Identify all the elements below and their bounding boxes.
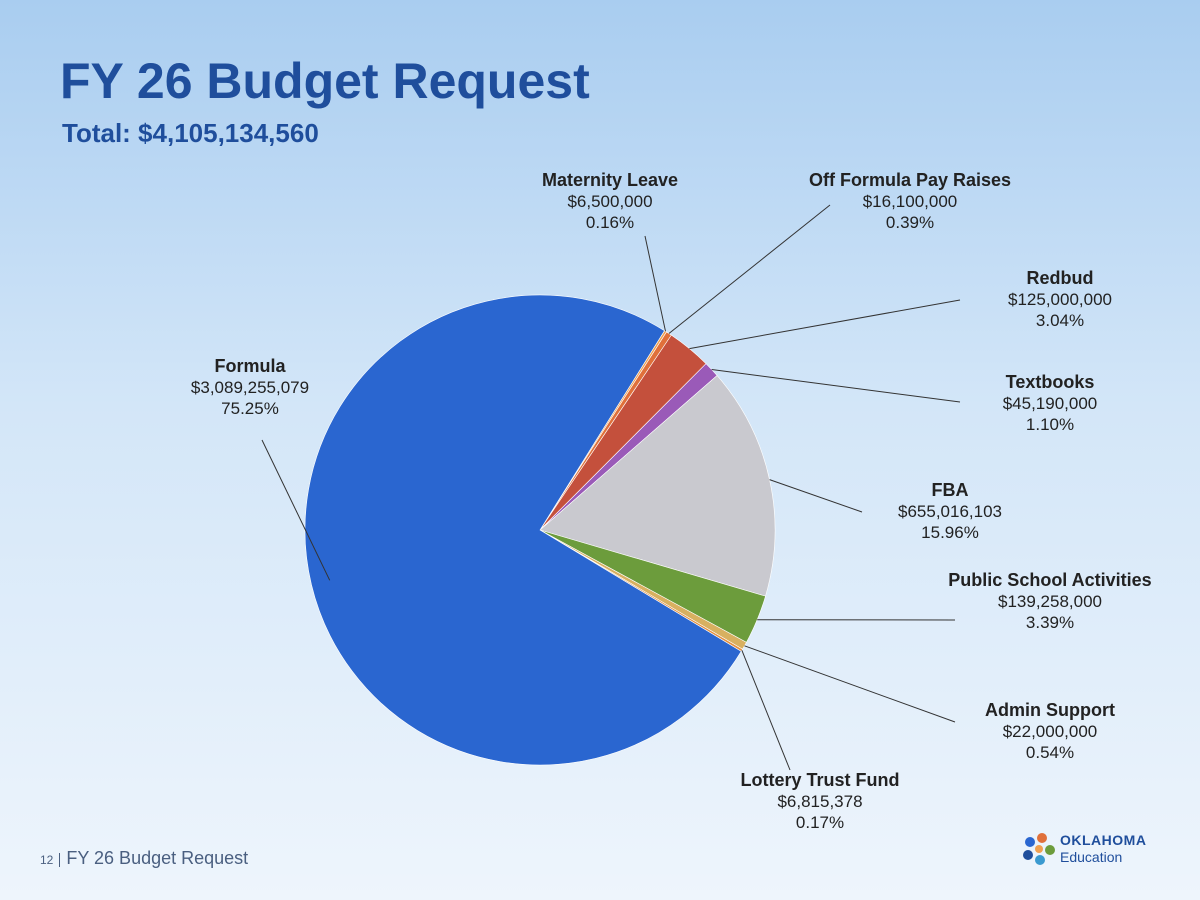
slice-name: FBA [931,480,969,500]
slice-label: Admin Support $22,000,000 0.54% [935,700,1165,763]
slice-label: Maternity Leave $6,500,000 0.16% [495,170,725,233]
slice-label: FBA $655,016,103 15.96% [835,480,1065,543]
slice-name: Public School Activities [948,570,1152,590]
leader-line [711,369,961,403]
logo: OKLAHOMA Education [1060,832,1146,866]
slice-value: $45,190,000 [1002,394,1098,413]
slice-value: $655,016,103 [898,502,1002,521]
slice-name: Off Formula Pay Raises [808,170,1012,190]
slice-value: $3,089,255,079 [190,378,310,397]
chart-subtitle: Total: $4,105,134,560 [62,118,319,148]
slice-share: 15.96% [921,523,979,542]
slice-value: $139,258,000 [998,592,1102,611]
slice-name: Admin Support [985,700,1115,720]
slice-value: $16,100,000 [862,192,958,211]
page-number: 12 [40,853,61,867]
logo-line: Education [1060,849,1123,865]
slice-share: 3.39% [1025,613,1075,632]
slice-name: Redbud [1026,268,1094,288]
slice-name: Textbooks [1005,372,1095,392]
leader-line [741,650,791,771]
slice-share: 0.39% [885,213,935,232]
slice-label: Formula $3,089,255,079 75.25% [135,356,365,419]
leader-line [668,204,831,334]
logo-icon [1023,833,1055,865]
slice-share: 3.04% [1035,311,1085,330]
leader-line [261,439,331,581]
leader-line [769,479,863,513]
slice-share: 0.17% [795,813,845,832]
leader-line [689,299,961,350]
slice-label: Lottery Trust Fund $6,815,378 0.17% [705,770,935,833]
logo-line: OKLAHOMA [1060,832,1147,848]
leader-line [744,645,956,723]
pie-slice [539,375,776,597]
slice-value: $125,000,000 [1008,290,1112,309]
pie-slice [304,294,742,766]
slice-label: Redbud $125,000,000 3.04% [945,268,1175,331]
slice-name: Lottery Trust Fund [740,770,900,790]
slice-label: Public School Activities $139,258,000 3.39… [935,570,1165,633]
slice-label: Textbooks $45,190,000 1.10% [935,372,1165,435]
slice-share: 0.54% [1025,743,1075,762]
chart-title: FY 26 Budget Request [60,53,590,109]
footer-text: FY 26 Budget Request [66,848,249,868]
slice-share: 1.10% [1025,415,1075,434]
slice-share: 0.16% [585,213,635,232]
slice-value: $6,815,378 [777,792,863,811]
footer: 12 FY 26 Budget Request [40,848,248,869]
slice-name: Maternity Leave [541,170,679,190]
slice-share: 75.25% [221,399,279,418]
leader-line [644,235,667,332]
slice-name: Formula [214,356,286,376]
slice-label: Off Formula Pay Raises $16,100,000 0.39% [795,170,1025,233]
slice-value: $22,000,000 [1002,722,1098,741]
slice-value: $6,500,000 [567,192,653,211]
